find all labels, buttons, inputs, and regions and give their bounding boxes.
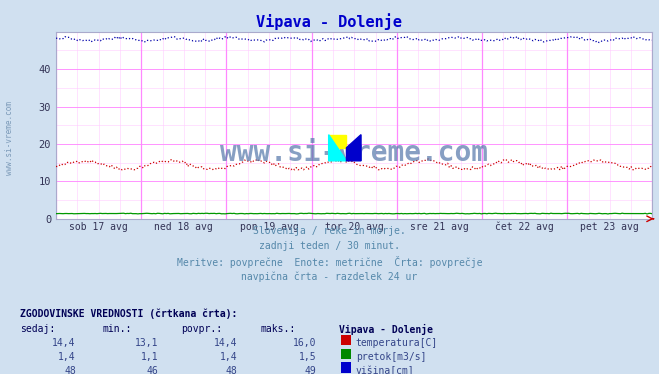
Text: 48: 48: [64, 366, 76, 374]
Polygon shape: [347, 135, 361, 161]
Text: višina[cm]: višina[cm]: [356, 366, 415, 374]
Text: www.si-vreme.com: www.si-vreme.com: [5, 101, 14, 175]
Text: maks.:: maks.:: [260, 324, 295, 334]
Text: ZGODOVINSKE VREDNOSTI (črtkana črta):: ZGODOVINSKE VREDNOSTI (črtkana črta):: [20, 309, 237, 319]
Text: Meritve: povprečne  Enote: metrične  Črta: povprečje: Meritve: povprečne Enote: metrične Črta:…: [177, 256, 482, 268]
Text: zadnji teden / 30 minut.: zadnji teden / 30 minut.: [259, 241, 400, 251]
Text: min.:: min.:: [102, 324, 132, 334]
Text: 46: 46: [146, 366, 158, 374]
Text: sedaj:: sedaj:: [20, 324, 55, 334]
Text: 16,0: 16,0: [293, 338, 316, 349]
Text: navpična črta - razdelek 24 ur: navpična črta - razdelek 24 ur: [241, 271, 418, 282]
Text: pretok[m3/s]: pretok[m3/s]: [356, 352, 426, 362]
Text: 1,1: 1,1: [140, 352, 158, 362]
Text: 48: 48: [225, 366, 237, 374]
Text: 13,1: 13,1: [134, 338, 158, 349]
Text: www.si-vreme.com: www.si-vreme.com: [220, 140, 488, 167]
Text: povpr.:: povpr.:: [181, 324, 222, 334]
Text: Vipava - Dolenje: Vipava - Dolenje: [256, 13, 403, 30]
Text: 1,4: 1,4: [219, 352, 237, 362]
Text: 1,4: 1,4: [58, 352, 76, 362]
Polygon shape: [329, 135, 347, 161]
Text: 1,5: 1,5: [299, 352, 316, 362]
Bar: [329, 135, 347, 148]
Text: 14,4: 14,4: [52, 338, 76, 349]
Text: temperatura[C]: temperatura[C]: [356, 338, 438, 349]
Text: Vipava - Dolenje: Vipava - Dolenje: [339, 324, 434, 334]
Text: 49: 49: [304, 366, 316, 374]
Text: 14,4: 14,4: [214, 338, 237, 349]
Text: Slovenija / reke in morje.: Slovenija / reke in morje.: [253, 226, 406, 236]
